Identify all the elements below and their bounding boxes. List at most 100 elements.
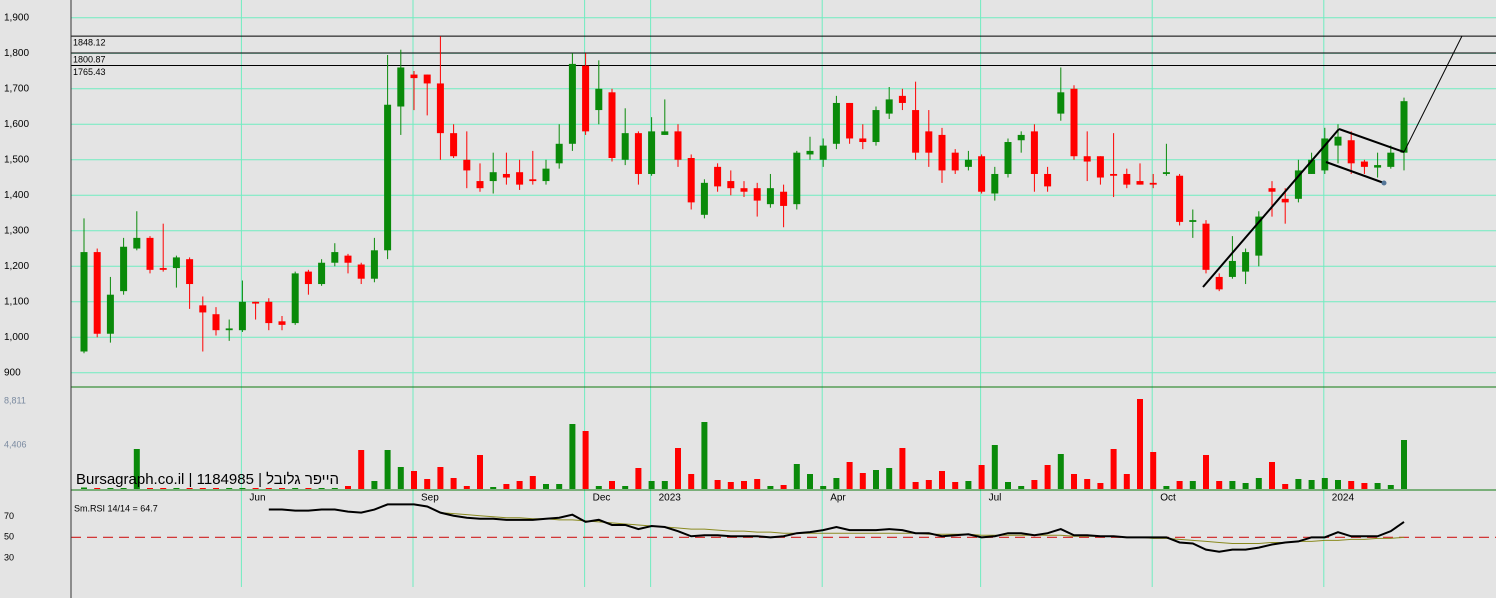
candle-body [1110,173,1118,176]
candle-body [1360,161,1368,167]
x-tick-label: 2024 [1332,493,1355,504]
y-tick-label: 1,500 [4,154,29,165]
volume-bar [252,488,259,489]
volume-bar [701,422,708,489]
rsi-line [268,503,1405,553]
candle-body [753,188,761,201]
volume-bar [873,470,879,489]
volume-bar [279,488,285,489]
candle-body [93,252,101,334]
candle-body [1176,175,1184,222]
candle-body [1202,223,1210,270]
candle-body [80,252,88,352]
candle-body [608,92,616,158]
volume-bar [556,484,563,489]
volume-tick-label: 8,811 [4,395,26,405]
volume-bar [543,484,549,489]
y-tick-label: 1,300 [4,225,29,236]
volume-bar [199,488,206,489]
volume-bar [582,431,589,489]
candle-body [212,314,220,331]
trend-line [1338,128,1405,153]
candle-body [1347,140,1355,164]
candle-body [516,172,524,185]
candle-body [1334,136,1342,146]
volume-bar [1189,481,1196,489]
candle-body [384,104,392,251]
candle-body [159,268,167,270]
candle-body [727,181,735,189]
x-tick-label: Dec [593,493,611,504]
candle-body [423,74,431,84]
candle-body [133,237,141,249]
candle-body [1268,188,1276,192]
candle-body [898,95,906,103]
volume-bar [265,488,272,489]
trend-line [1202,128,1340,288]
volume-bar [622,486,629,489]
y-tick-label: 1,100 [4,296,29,307]
volume-bar [675,448,681,489]
y-tick-label: 1,900 [4,12,29,23]
volume-bar [107,488,114,489]
volume-bar [609,481,615,489]
watermark: Bursagraph.co.il | 1184985 | הייפר גלובל [76,471,339,488]
candle-body [568,63,576,144]
candle-body [265,301,273,324]
y-tick-label: 1,400 [4,190,29,201]
candle-body [714,166,722,187]
x-tick-label: 2023 [659,493,682,504]
volume-bar [741,481,747,489]
marks: 1848.12 1800.87 1765.43 [71,35,1496,553]
candle-body [978,156,986,192]
candle-body [186,259,194,285]
candle-body [410,74,418,79]
volume-bar [1387,485,1394,489]
candle-body [1321,138,1329,171]
candle-body [1374,165,1382,168]
candle-body [938,134,946,171]
candle-body [925,131,933,153]
level-label: 1800.87 [73,54,106,64]
volume-bar [714,480,721,489]
volume-bar [173,488,180,489]
volume-bar [120,488,127,489]
candle-body [331,252,339,263]
volume-bar [1097,483,1104,489]
volume-bar [925,480,932,489]
volume-bar [886,468,893,489]
level-label: 1848.12 [73,38,106,48]
volume-bar [516,481,523,489]
volume-bar [147,488,153,489]
volume-bar [1216,481,1223,489]
candle-body [1030,131,1038,174]
volume-bar [1123,474,1130,489]
volume-bar [727,482,734,489]
volume-bar [899,448,906,489]
volume-tick-label: 4,406 [4,439,27,449]
candle-body [172,257,180,269]
candle-body [1162,172,1170,174]
volume-bar [846,462,853,489]
volume-bar [661,481,668,489]
volume-bar [1242,483,1249,489]
candle-body [859,138,867,143]
volume-bar [780,485,787,489]
candle-body [1070,88,1078,157]
volume-bar [81,487,87,489]
volume-bar [767,486,774,489]
y-tick-label: 1,200 [4,261,29,272]
volume-bar [503,484,510,489]
candle-body [529,179,537,182]
candle-body [370,250,378,279]
volume-bar [305,488,312,489]
candle-body [648,131,656,174]
volume-bar [991,445,998,489]
candle-body [951,152,959,171]
volume-bar [1150,452,1157,489]
candle-body [912,110,920,153]
volume-bar [1203,455,1209,489]
candle-body [357,264,365,279]
candle-body [991,173,999,194]
